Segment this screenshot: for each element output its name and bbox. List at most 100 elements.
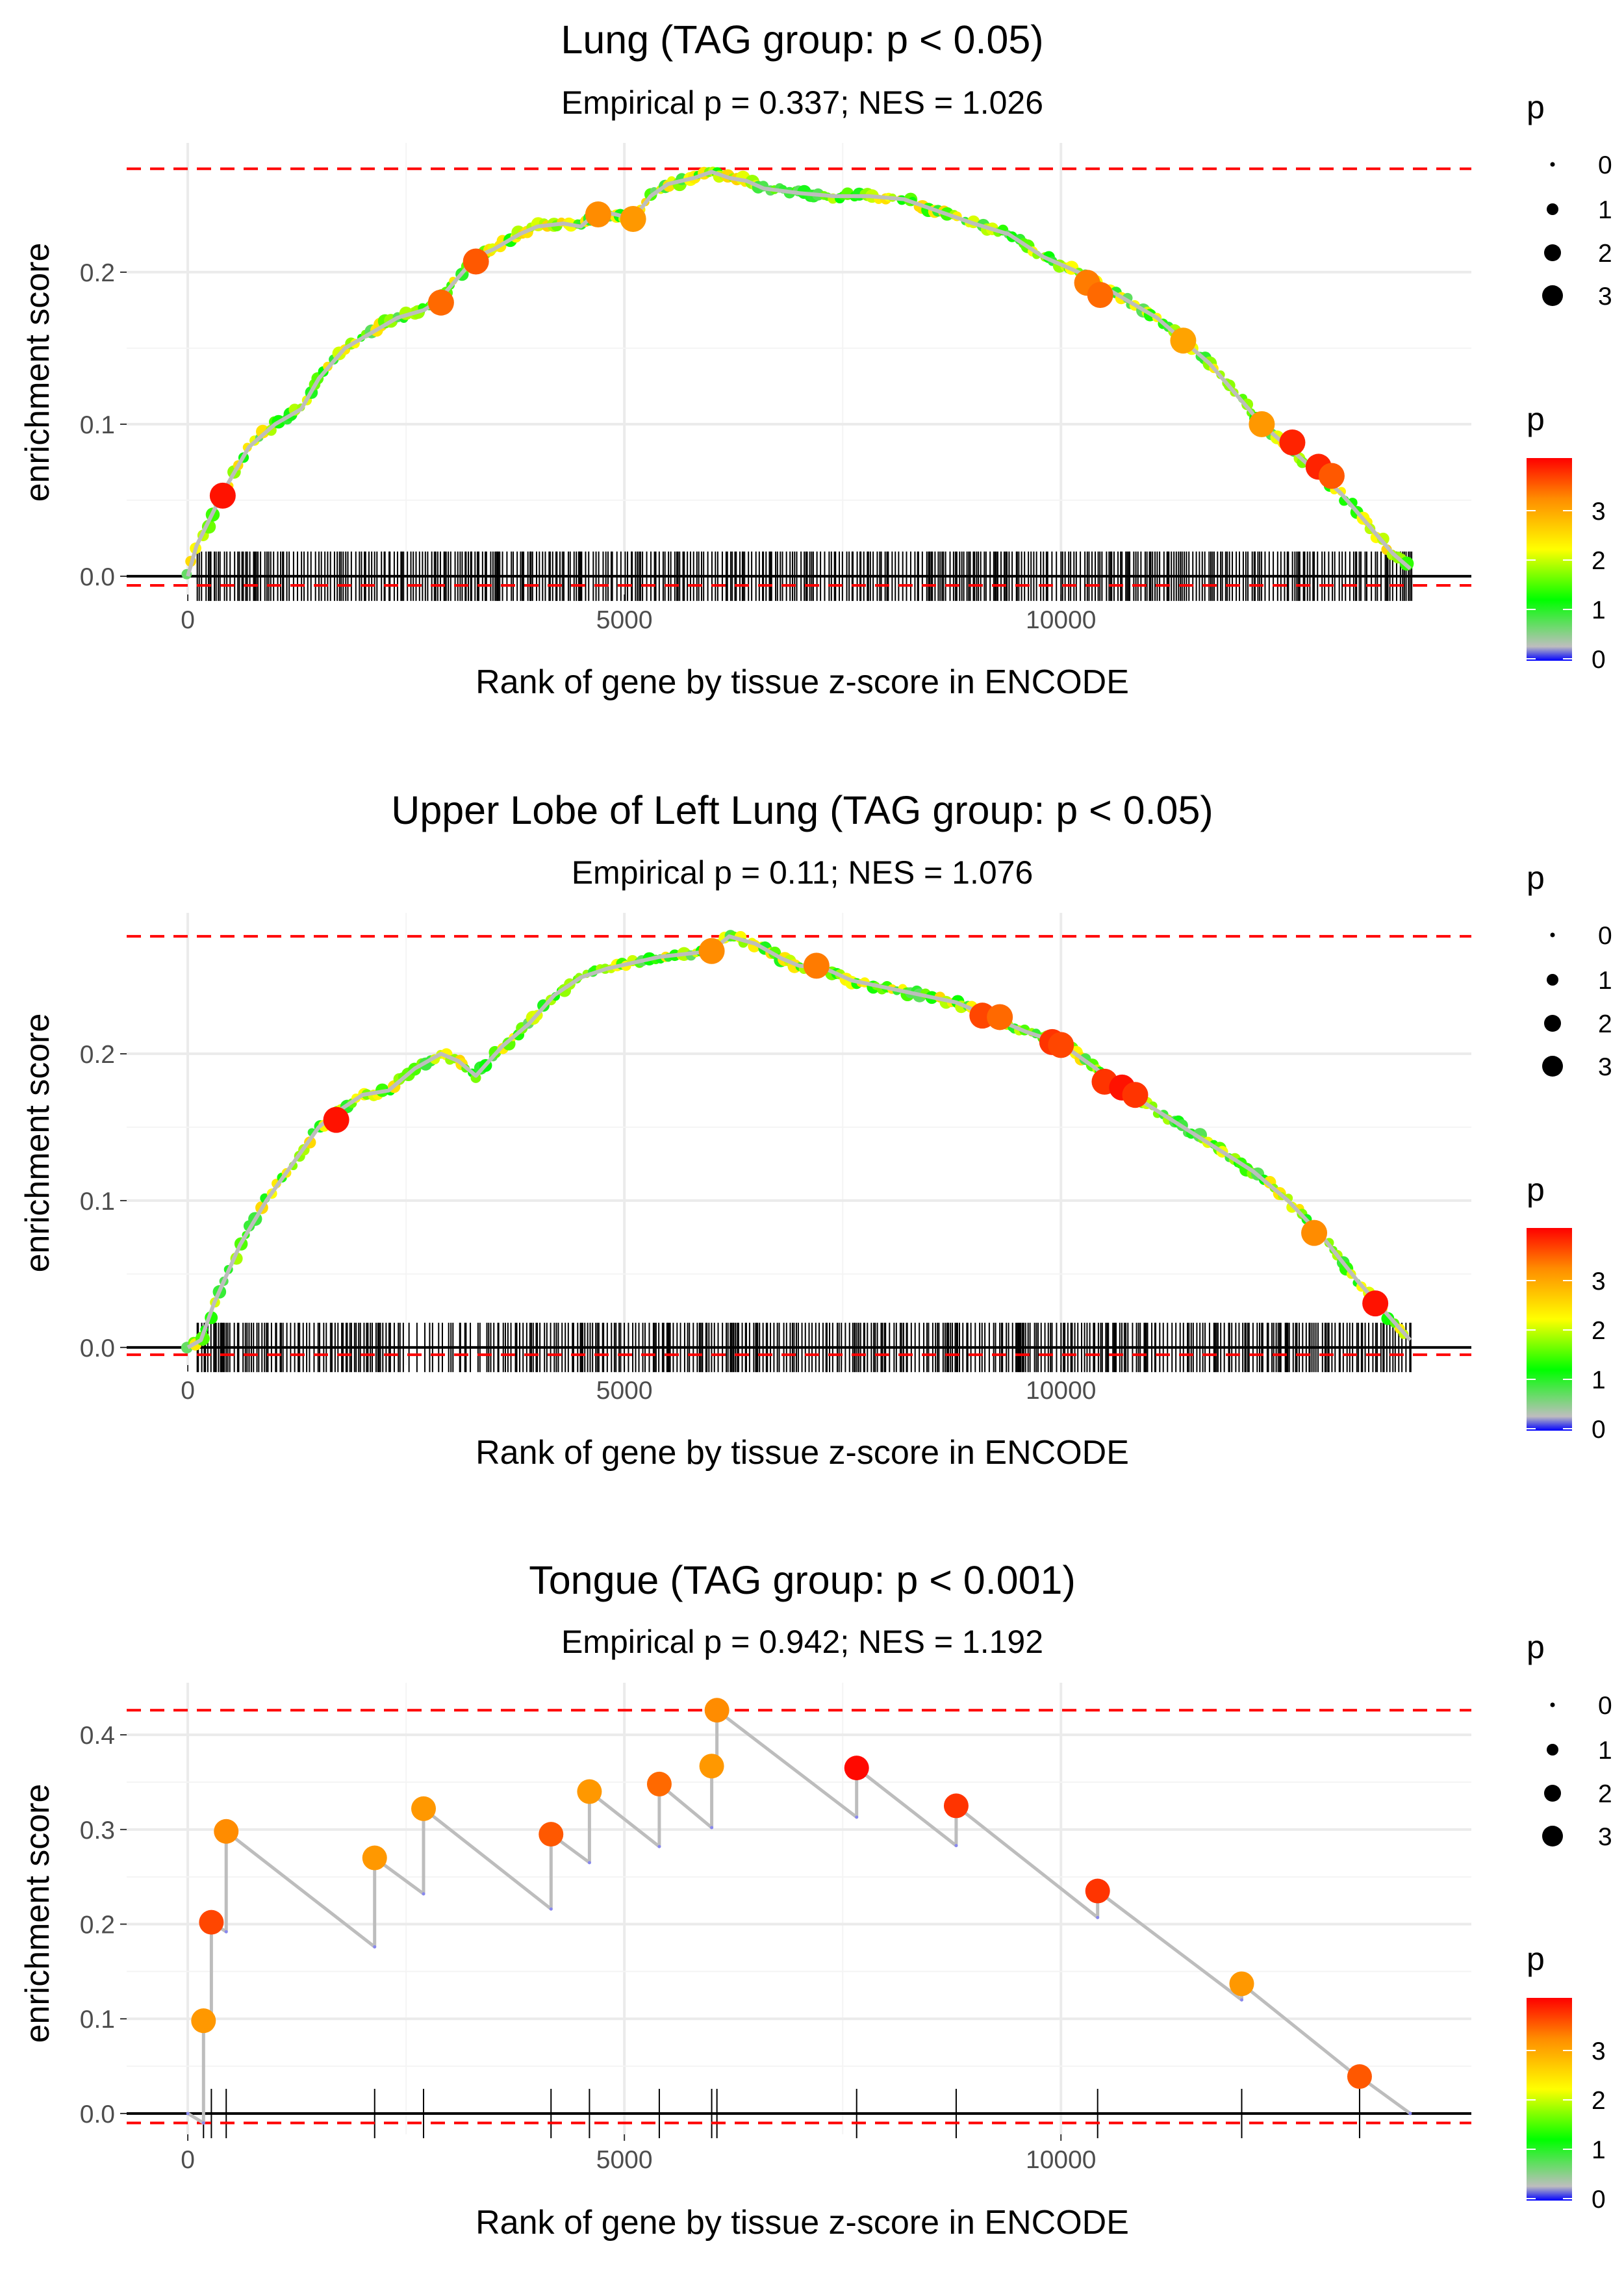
curve-vertex — [1096, 1915, 1100, 1919]
size-label-3: 3 — [1598, 1053, 1612, 1081]
y-tick-label: 0.1 — [80, 2006, 115, 2034]
size-key-0 — [1550, 932, 1555, 938]
significant-point — [362, 1845, 387, 1871]
y-tick-label: 0.0 — [80, 1335, 115, 1362]
y-tick-label: 0.1 — [80, 1188, 115, 1216]
size-label-2: 2 — [1598, 1780, 1612, 1808]
color-label-3: 3 — [1592, 1268, 1606, 1296]
x-axis-label: Rank of gene by tissue z-score in ENCODE — [476, 663, 1129, 701]
curve-vertex — [710, 1826, 714, 1830]
significant-point — [1170, 327, 1197, 354]
color-label-1: 1 — [1592, 596, 1606, 624]
panel-title: Upper Lobe of Left Lung (TAG group: p < … — [391, 788, 1213, 832]
x-tick-label: 10000 — [1026, 1377, 1096, 1405]
color-legend-title: p — [1527, 1171, 1545, 1208]
size-label-0: 0 — [1598, 922, 1612, 950]
x-tick-label: 5000 — [596, 606, 653, 634]
significant-point — [1362, 1290, 1389, 1317]
color-label-3: 3 — [1592, 2038, 1606, 2065]
x-tick-label: 0 — [181, 606, 195, 634]
size-key-0 — [1550, 1702, 1555, 1707]
panel-subtitle: Empirical p = 0.942; NES = 1.192 — [561, 1624, 1043, 1660]
curve-vertex — [1239, 1998, 1243, 2002]
x-axis-label: Rank of gene by tissue z-score in ENCODE — [476, 1434, 1129, 1472]
significant-point — [1249, 411, 1275, 437]
x-axis-label: Rank of gene by tissue z-score in ENCODE — [476, 2204, 1129, 2242]
y-tick-label: 0.2 — [80, 1041, 115, 1069]
significant-point — [411, 1796, 437, 1821]
significant-point — [463, 248, 489, 275]
significant-point — [199, 1910, 224, 1935]
color-label-2: 2 — [1592, 1317, 1606, 1345]
size-key-1 — [1547, 1744, 1558, 1756]
size-key-3 — [1542, 1056, 1563, 1077]
curve-vertex — [422, 1892, 425, 1896]
color-legend-title: p — [1527, 1941, 1545, 1977]
curve-vertex — [587, 1861, 591, 1865]
significant-point — [1048, 1032, 1074, 1058]
legend: p 0 1 2 3 p 3 2 1 0 — [1527, 89, 1612, 674]
x-tick-label: 5000 — [596, 1377, 653, 1405]
significant-point — [704, 1698, 730, 1723]
color-label-0: 0 — [1592, 1416, 1606, 1444]
significant-point — [214, 1819, 239, 1844]
plot-area: 0 5000 10000 0.0 0.1 0.2 — [80, 913, 1471, 1405]
x-tick-label: 5000 — [596, 2146, 653, 2174]
legend: p 0 1 2 3 p 3 2 1 0 — [1527, 860, 1612, 1444]
significant-point — [1122, 1082, 1148, 1108]
color-label-0: 0 — [1592, 2186, 1606, 2214]
significant-point — [1279, 429, 1306, 455]
y-tick-label: 0.1 — [80, 411, 115, 439]
size-label-0: 0 — [1598, 1692, 1612, 1720]
significant-point — [577, 1779, 602, 1804]
size-label-3: 3 — [1598, 283, 1612, 311]
x-tick-label: 0 — [181, 1377, 195, 1405]
size-legend-title: p — [1527, 89, 1545, 125]
size-key-2 — [1544, 1015, 1561, 1032]
size-label-1: 1 — [1598, 196, 1612, 224]
enrichment-curve — [186, 170, 1412, 577]
color-legend-title: p — [1527, 401, 1545, 437]
color-label-1: 1 — [1592, 2136, 1606, 2164]
curve-vertex — [1408, 2112, 1412, 2115]
curve-vertex — [373, 1945, 377, 1949]
significant-point — [646, 1771, 672, 1796]
significant-point — [620, 206, 646, 233]
size-key-2 — [1544, 244, 1561, 261]
significant-point — [1229, 1971, 1254, 1997]
panel-title: Tongue (TAG group: p < 0.001) — [529, 1558, 1076, 1602]
size-label-1: 1 — [1598, 1737, 1612, 1765]
color-label-1: 1 — [1592, 1366, 1606, 1394]
color-label-2: 2 — [1592, 547, 1606, 575]
y-axis-label: enrichment score — [19, 1014, 57, 1273]
curve-vertex — [855, 1815, 859, 1819]
color-label-0: 0 — [1592, 646, 1606, 674]
y-tick-label: 0.3 — [80, 1817, 115, 1845]
significant-point — [1087, 282, 1113, 309]
y-tick-label: 0.0 — [80, 563, 115, 591]
size-key-3 — [1542, 285, 1563, 306]
significant-point — [427, 289, 454, 316]
enrichment-curve — [186, 1708, 1412, 2125]
curve-vertex — [549, 1907, 553, 1911]
panel-subtitle: Empirical p = 0.337; NES = 1.026 — [561, 84, 1043, 121]
size-key-0 — [1550, 162, 1555, 167]
enrichment-curve — [186, 934, 1412, 1349]
significant-point — [987, 1004, 1013, 1030]
size-label-0: 0 — [1598, 151, 1612, 179]
size-label-3: 3 — [1598, 1823, 1612, 1851]
y-axis-label: enrichment score — [19, 243, 57, 502]
significant-point — [1347, 2064, 1372, 2089]
size-key-1 — [1547, 203, 1558, 215]
significant-point — [698, 938, 725, 964]
size-key-2 — [1544, 1785, 1561, 1802]
legend: p 0 1 2 3 p 3 2 1 0 — [1527, 1629, 1612, 2214]
plot-area: 0 5000 10000 0.0 0.1 0.2 0.3 0.4 — [80, 1683, 1471, 2174]
size-legend-title: p — [1527, 1629, 1545, 1665]
significant-point — [585, 201, 611, 227]
significant-point — [191, 2008, 216, 2034]
y-tick-label: 0.2 — [80, 1911, 115, 1939]
panel-subtitle: Empirical p = 0.11; NES = 1.076 — [572, 854, 1034, 891]
plot-area: 0 5000 10000 0.0 0.1 0.2 — [80, 143, 1471, 634]
